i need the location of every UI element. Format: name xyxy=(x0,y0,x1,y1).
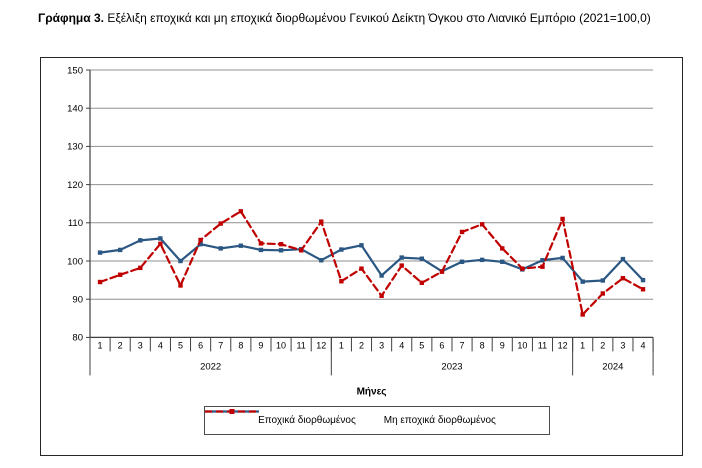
legend-item-seasonally-adjusted: Εποχικά διορθωμένος xyxy=(205,409,356,426)
legend-label-non-seasonally-adjusted: Μη εποχικά διορθωμένος xyxy=(383,415,496,426)
svg-text:5: 5 xyxy=(178,340,183,350)
svg-text:4: 4 xyxy=(641,340,646,350)
svg-text:2: 2 xyxy=(600,340,605,350)
svg-text:5: 5 xyxy=(419,340,424,350)
svg-text:90: 90 xyxy=(72,295,83,306)
svg-text:6: 6 xyxy=(439,340,444,350)
figure-label: Γράφημα 3. xyxy=(38,11,104,25)
svg-text:3: 3 xyxy=(379,340,384,350)
svg-text:12: 12 xyxy=(558,340,568,350)
svg-text:1: 1 xyxy=(98,340,103,350)
legend-label-seasonally-adjusted: Εποχικά διορθωμένος xyxy=(258,415,356,426)
svg-text:2024: 2024 xyxy=(602,361,623,372)
svg-text:7: 7 xyxy=(460,340,465,350)
svg-text:10: 10 xyxy=(517,340,527,350)
svg-text:8: 8 xyxy=(238,340,243,350)
svg-text:10: 10 xyxy=(276,340,286,350)
svg-text:1: 1 xyxy=(580,340,585,350)
svg-text:4: 4 xyxy=(399,340,404,350)
svg-text:Μήνες: Μήνες xyxy=(357,386,387,397)
legend-sample-dashed-line xyxy=(205,409,259,414)
svg-text:12: 12 xyxy=(316,340,326,350)
svg-text:6: 6 xyxy=(198,340,203,350)
figure-caption: Γράφημα 3. Εξέλιξη εποχικά και μη εποχικ… xyxy=(38,11,678,26)
svg-text:3: 3 xyxy=(620,340,625,350)
svg-text:80: 80 xyxy=(72,333,83,344)
svg-text:8: 8 xyxy=(480,340,485,350)
chart-legend: Εποχικά διορθωμένος Μη εποχικά διορθωμέν… xyxy=(204,406,550,435)
svg-text:11: 11 xyxy=(296,340,305,350)
svg-text:7: 7 xyxy=(218,340,223,350)
svg-text:2022: 2022 xyxy=(200,361,221,372)
svg-text:2: 2 xyxy=(118,340,123,350)
svg-text:9: 9 xyxy=(500,340,505,350)
svg-text:100: 100 xyxy=(67,256,83,267)
svg-text:11: 11 xyxy=(538,340,547,350)
svg-text:150: 150 xyxy=(67,65,83,76)
svg-text:2: 2 xyxy=(359,340,364,350)
svg-text:2023: 2023 xyxy=(441,361,462,372)
svg-text:4: 4 xyxy=(158,340,163,350)
svg-text:120: 120 xyxy=(67,180,83,191)
svg-text:1: 1 xyxy=(339,340,344,350)
svg-text:140: 140 xyxy=(67,104,83,115)
figure-title: Εξέλιξη εποχικά και μη εποχικά διορθωμέν… xyxy=(104,11,651,25)
svg-text:110: 110 xyxy=(68,218,83,229)
svg-text:9: 9 xyxy=(258,340,263,350)
svg-text:130: 130 xyxy=(67,142,83,153)
chart-frame: 150 140 130 120 110 100 90 80 1 2 3 4 5 6 7 8 9 10 11 12 1 2 3… xyxy=(40,57,683,456)
svg-text:3: 3 xyxy=(138,340,143,350)
legend-item-non-seasonally-adjusted: Μη εποχικά διορθωμένος xyxy=(205,409,496,426)
